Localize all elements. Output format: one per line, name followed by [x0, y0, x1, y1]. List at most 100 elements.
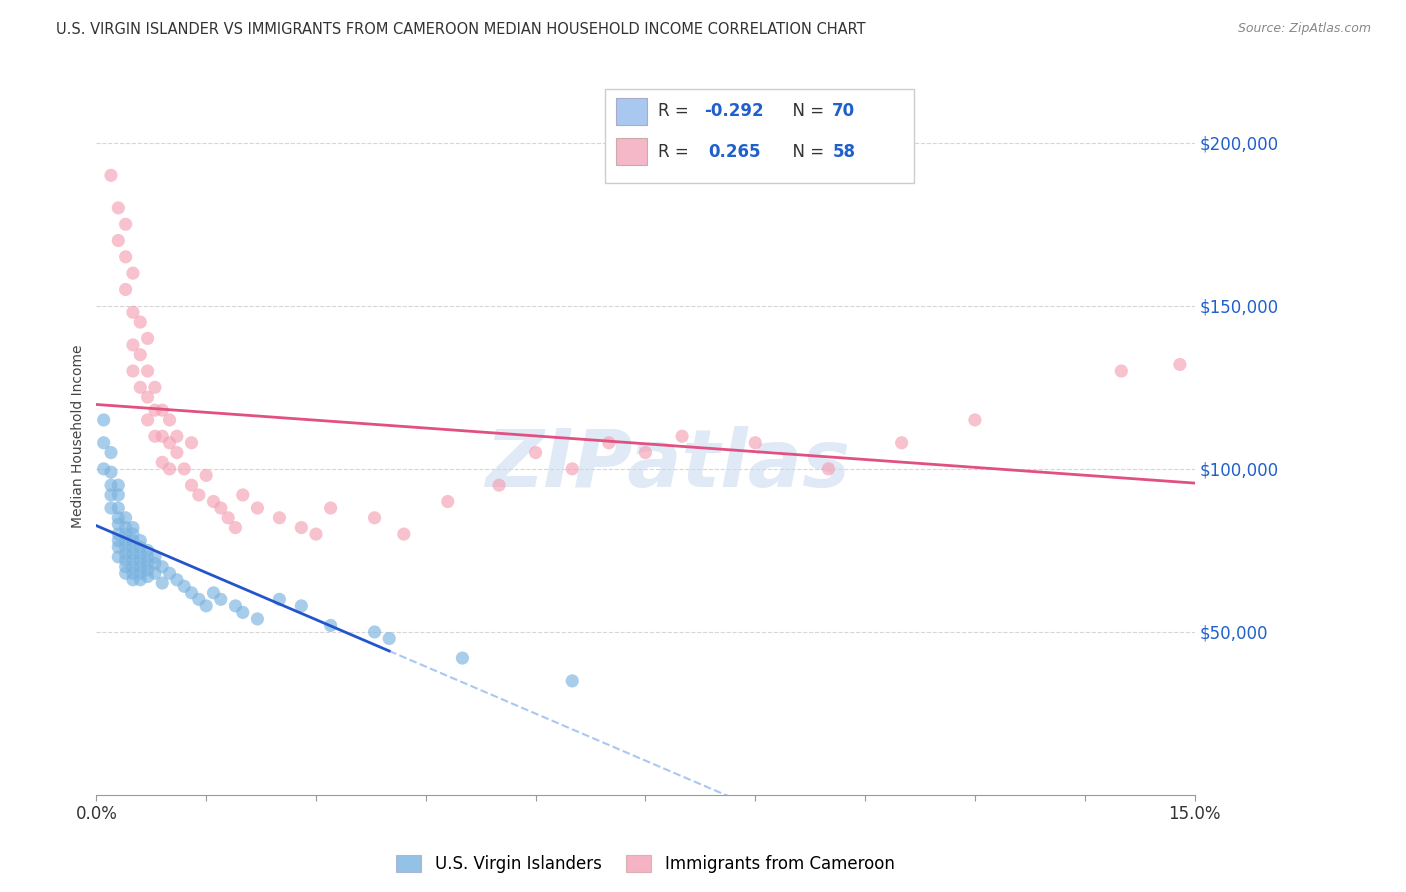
Point — [114, 547, 136, 561]
Point — [634, 445, 657, 459]
Point — [246, 501, 269, 516]
Point — [136, 331, 159, 345]
Point — [1168, 358, 1191, 372]
Point — [488, 478, 510, 492]
Point — [159, 566, 181, 581]
Point — [195, 468, 218, 483]
Point — [100, 169, 122, 183]
Point — [129, 315, 152, 329]
Point — [122, 573, 145, 587]
Point — [143, 380, 166, 394]
Point — [122, 540, 145, 554]
Point — [187, 488, 209, 502]
Point — [122, 559, 145, 574]
Point — [598, 435, 620, 450]
Point — [136, 557, 159, 571]
Point — [202, 494, 225, 508]
Point — [143, 549, 166, 564]
Point — [107, 527, 129, 541]
Point — [166, 429, 188, 443]
Point — [363, 510, 385, 524]
Text: U.S. VIRGIN ISLANDER VS IMMIGRANTS FROM CAMEROON MEDIAN HOUSEHOLD INCOME CORRELA: U.S. VIRGIN ISLANDER VS IMMIGRANTS FROM … — [56, 22, 866, 37]
Point — [122, 520, 145, 534]
Point — [122, 527, 145, 541]
Point — [150, 429, 173, 443]
Point — [122, 553, 145, 567]
Point — [246, 612, 269, 626]
Point — [129, 559, 152, 574]
Point — [129, 547, 152, 561]
Point — [173, 462, 195, 476]
Point — [114, 533, 136, 548]
Point — [166, 573, 188, 587]
Point — [561, 673, 583, 688]
Point — [143, 429, 166, 443]
Point — [180, 586, 202, 600]
Point — [107, 501, 129, 516]
Point — [100, 488, 122, 502]
Point — [114, 520, 136, 534]
Point — [232, 606, 254, 620]
Point — [150, 455, 173, 469]
Point — [209, 501, 232, 516]
Point — [890, 435, 912, 450]
Text: Source: ZipAtlas.com: Source: ZipAtlas.com — [1237, 22, 1371, 36]
Point — [107, 549, 129, 564]
Point — [122, 364, 145, 378]
Point — [378, 632, 401, 646]
Point — [122, 566, 145, 581]
Point — [114, 527, 136, 541]
Point — [150, 576, 173, 591]
Point — [107, 533, 129, 548]
Point — [136, 563, 159, 577]
Point — [136, 413, 159, 427]
Point — [136, 364, 159, 378]
Point — [107, 478, 129, 492]
Text: N =: N = — [782, 103, 830, 120]
Point — [107, 510, 129, 524]
Point — [107, 201, 129, 215]
Point — [436, 494, 458, 508]
Point — [202, 586, 225, 600]
Point — [173, 579, 195, 593]
Point — [107, 540, 129, 554]
Text: -0.292: -0.292 — [704, 103, 763, 120]
Point — [319, 501, 342, 516]
Text: 0.265: 0.265 — [709, 143, 761, 161]
Point — [129, 573, 152, 587]
Point — [143, 557, 166, 571]
Point — [143, 403, 166, 417]
Point — [159, 413, 181, 427]
Point — [224, 520, 246, 534]
Point — [122, 266, 145, 280]
Point — [129, 533, 152, 548]
Point — [269, 510, 291, 524]
Y-axis label: Median Household Income: Median Household Income — [72, 344, 86, 528]
Legend: U.S. Virgin Islanders, Immigrants from Cameroon: U.S. Virgin Islanders, Immigrants from C… — [389, 848, 901, 880]
Text: #c8d8f0: #c8d8f0 — [668, 464, 673, 465]
Point — [963, 413, 986, 427]
Point — [122, 547, 145, 561]
Point — [136, 543, 159, 558]
Point — [187, 592, 209, 607]
Point — [180, 435, 202, 450]
Point — [269, 592, 291, 607]
Point — [166, 445, 188, 459]
Point — [114, 566, 136, 581]
Point — [122, 305, 145, 319]
Point — [180, 478, 202, 492]
Point — [671, 429, 693, 443]
Text: R =: R = — [658, 103, 695, 120]
Point — [817, 462, 839, 476]
Point — [224, 599, 246, 613]
Point — [561, 462, 583, 476]
Point — [136, 390, 159, 404]
Point — [100, 478, 122, 492]
Point — [1111, 364, 1133, 378]
Point — [451, 651, 474, 665]
Point — [129, 553, 152, 567]
Point — [107, 517, 129, 532]
Point — [290, 599, 312, 613]
Point — [136, 569, 159, 583]
Point — [114, 217, 136, 231]
